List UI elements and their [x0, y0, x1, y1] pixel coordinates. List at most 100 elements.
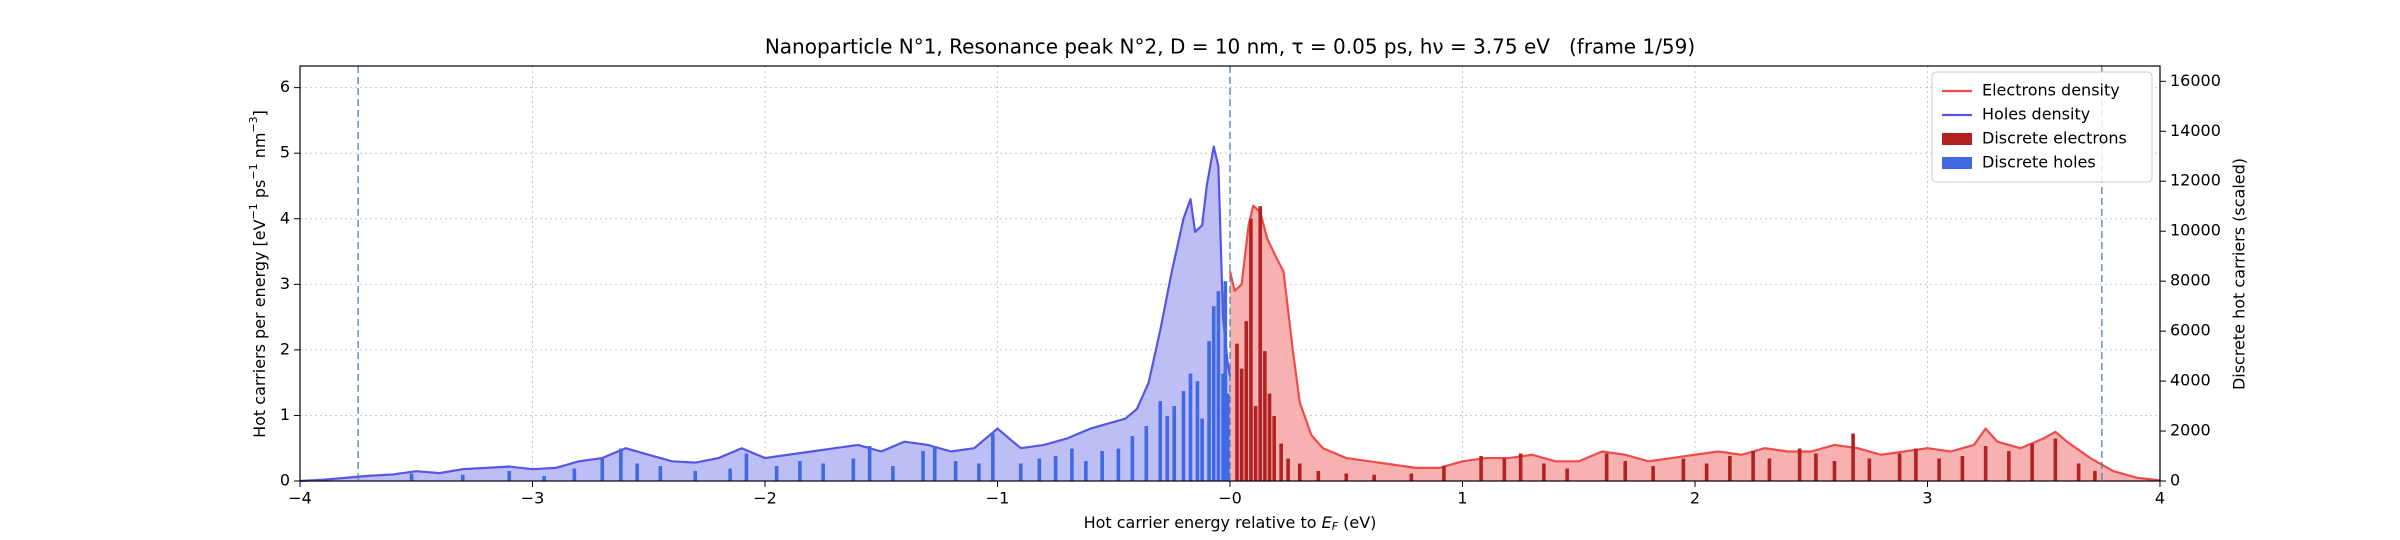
density-area	[1230, 205, 2160, 482]
discrete-bar	[977, 463, 981, 481]
y-tick-label: 0	[280, 471, 290, 490]
discrete-bar	[2030, 443, 2034, 481]
legend-swatch	[1942, 157, 1972, 169]
discrete-bar	[921, 451, 925, 481]
discrete-bar	[1518, 453, 1523, 481]
density-line	[1228, 204, 2161, 482]
discrete-bar	[1704, 463, 1709, 481]
discrete-bar	[1914, 448, 1918, 481]
discrete-bar	[1286, 458, 1290, 481]
density-area	[300, 146, 1230, 481]
discrete-bar	[1018, 463, 1023, 481]
x-tick-label: −4	[288, 489, 312, 508]
discrete-bar	[1084, 461, 1088, 481]
plot-frame	[299, 65, 2161, 482]
x-tick-label: 4	[2155, 489, 2165, 508]
discrete-bar	[1207, 341, 1211, 481]
discrete-bar	[1604, 453, 1609, 481]
discrete-bar	[1897, 453, 1902, 481]
legend-label: Holes density	[1982, 105, 2090, 124]
discrete-bar	[953, 461, 958, 481]
x-axis-label: Hot carrier energy relative to EF (eV)	[1084, 513, 1377, 534]
x-tick-label: 2	[1690, 489, 1700, 508]
y2-tick-label: 16000	[2170, 71, 2221, 90]
x-tick-label: −1	[986, 489, 1010, 508]
discrete-bar	[744, 453, 749, 481]
y2-tick-label: 2000	[2170, 421, 2211, 440]
discrete-bar	[2007, 451, 2011, 481]
discrete-bar	[1728, 456, 1732, 481]
discrete-bar	[1188, 373, 1193, 481]
discrete-bar	[507, 471, 512, 481]
discrete-bar	[867, 446, 872, 481]
y-label-part: −1	[247, 163, 260, 179]
discrete-bar	[1249, 218, 1253, 481]
discrete-bar	[1258, 206, 1263, 481]
discrete-bar	[1221, 373, 1225, 481]
discrete-bar	[1372, 474, 1376, 481]
y-label-part: nm	[250, 133, 269, 164]
discrete-bar	[728, 468, 732, 481]
discrete-bar	[1235, 343, 1239, 481]
discrete-bar	[1960, 456, 1965, 481]
discrete-bar	[1442, 466, 1446, 481]
discrete-bar	[1814, 453, 1818, 481]
discrete-bar	[1181, 391, 1186, 481]
discrete-bar	[1272, 416, 1276, 481]
discrete-bar	[1144, 426, 1149, 481]
discrete-bar	[1070, 448, 1074, 481]
discrete-bar	[460, 474, 465, 481]
discrete-bar	[1100, 451, 1104, 481]
discrete-bar	[2093, 471, 2097, 481]
y2-tick-label: 14000	[2170, 121, 2221, 140]
y2-tick-label: 12000	[2170, 171, 2221, 190]
discrete-bar	[1216, 291, 1221, 481]
discrete-bar	[1211, 306, 1216, 481]
discrete-bar	[798, 461, 802, 481]
discrete-bar	[932, 446, 937, 481]
y-tick-label: 4	[280, 208, 290, 227]
x-tick-label: −3	[521, 489, 545, 508]
y2-tick-label: 6000	[2170, 321, 2211, 340]
discrete-bar	[1542, 463, 1546, 481]
legend-box	[1931, 71, 2153, 183]
discrete-bar	[1195, 381, 1200, 481]
discrete-bar	[1116, 448, 1121, 481]
y-label-part: −1	[247, 203, 260, 219]
discrete-bar	[693, 471, 698, 481]
x-tick-label: 3	[1922, 489, 1932, 508]
discrete-bar	[1623, 461, 1628, 481]
discrete-bar	[1279, 443, 1283, 481]
discrete-bar	[600, 458, 605, 481]
discrete-bar	[635, 463, 639, 481]
legend-swatch	[1942, 133, 1972, 145]
legend-label: Discrete holes	[1982, 153, 2096, 172]
discrete-bar	[1797, 448, 1802, 481]
y-tick-label: 1	[280, 405, 290, 424]
discrete-bar	[1297, 463, 1302, 481]
y2-tick-label: 10000	[2170, 221, 2221, 240]
x-label-part: E	[1322, 513, 1333, 532]
discrete-bar	[1158, 401, 1163, 481]
discrete-bar	[1767, 458, 1772, 481]
discrete-bar	[619, 448, 623, 481]
discrete-bar	[1165, 416, 1170, 481]
discrete-bar	[1316, 471, 1321, 481]
discrete-bar	[572, 468, 577, 481]
x-tick-label: 1	[1457, 489, 1467, 508]
discrete-bar	[1239, 368, 1244, 481]
discrete-bar	[1244, 321, 1249, 481]
y-label-part: Hot carriers per energy [eV	[250, 219, 269, 438]
discrete-bar	[2053, 438, 2058, 481]
density-line	[299, 145, 1232, 483]
discrete-bar	[1867, 458, 1872, 481]
discrete-bar	[1651, 466, 1655, 481]
y2-tick-label: 8000	[2170, 271, 2211, 290]
y-tick-label: 6	[280, 77, 290, 96]
chart-title: Nanoparticle N°1, Resonance peak N°2, D …	[765, 35, 1695, 59]
discrete-bar	[1037, 458, 1042, 481]
legend: Electrons density Holes density Discrete e…	[1931, 71, 2153, 183]
y-axis-label: Hot carriers per energy [eV−1 ps−1 nm−3]	[247, 110, 269, 438]
discrete-bar	[1502, 458, 1507, 481]
